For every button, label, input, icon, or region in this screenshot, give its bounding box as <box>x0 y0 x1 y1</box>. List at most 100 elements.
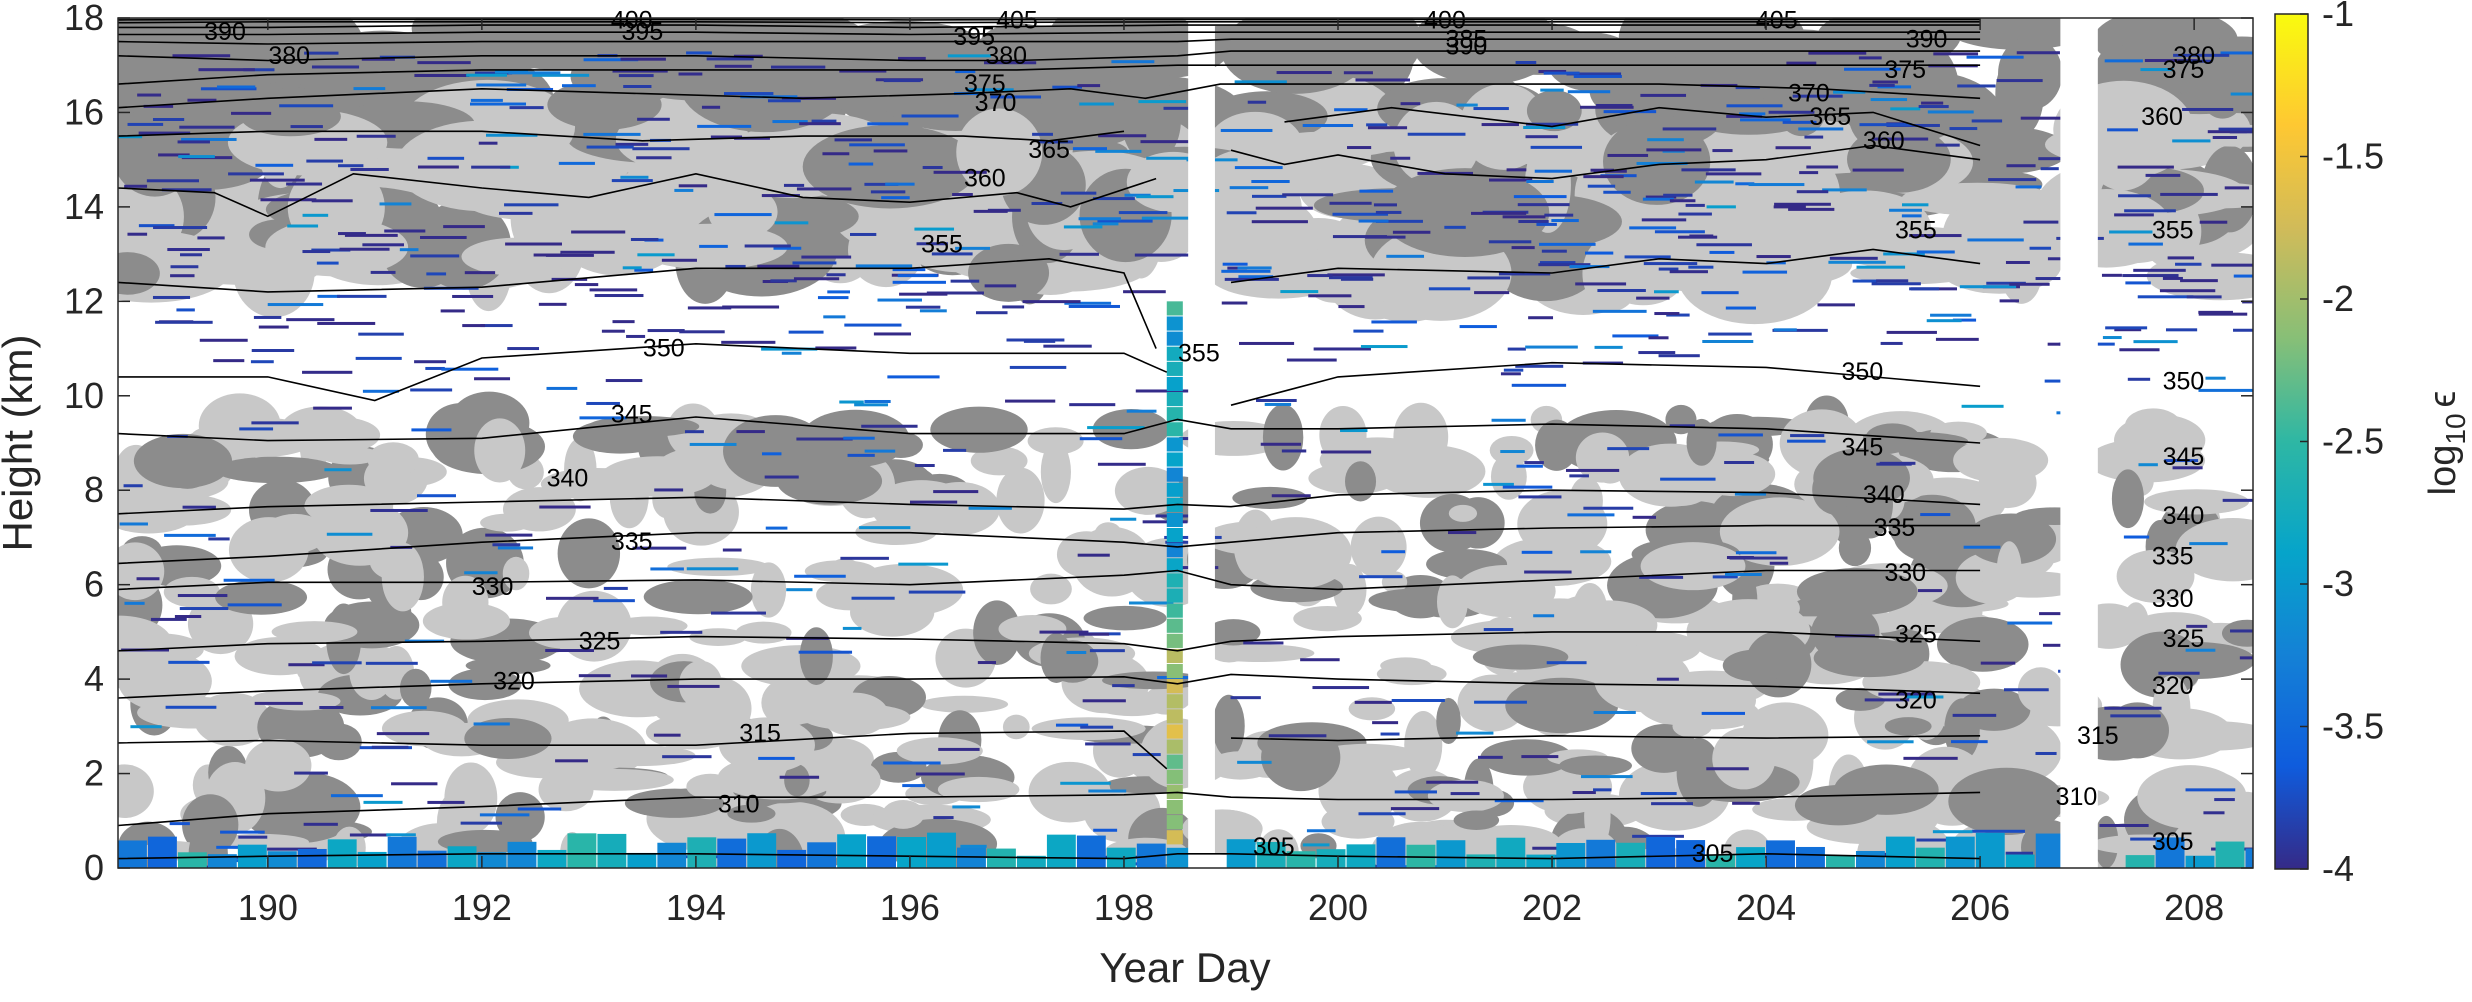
epsilon-cell <box>725 264 746 268</box>
epsilon-cell <box>480 324 513 328</box>
epsilon-cell <box>938 747 980 751</box>
epsilon-cell <box>1063 225 1103 229</box>
cloud-patch <box>1893 509 1976 563</box>
contour-label: 355 <box>1895 217 1937 245</box>
contour-labels: 305 305 305 310 310 315 315 320 320 320 325 325 325 3… <box>204 6 2215 867</box>
cloud-patch <box>1427 779 1504 813</box>
epsilon-cell <box>1593 710 1636 714</box>
epsilon-cell <box>537 849 567 868</box>
epsilon-cell <box>1234 166 1283 170</box>
epsilon-cell <box>441 367 499 371</box>
epsilon-cell <box>353 87 386 91</box>
epsilon-cell <box>1313 347 1371 351</box>
cloud-patch <box>1966 513 2057 565</box>
epsilon-cell <box>892 280 946 284</box>
epsilon-cell <box>1237 266 1272 270</box>
epsilon-cell <box>634 268 654 272</box>
contour-label: 315 <box>2077 722 2119 750</box>
epsilon-cell <box>1329 201 1372 205</box>
epsilon-cell <box>1694 180 1734 184</box>
epsilon-cell <box>2205 376 2226 380</box>
epsilon-cell <box>798 650 853 654</box>
contour-label: 335 <box>2152 542 2194 570</box>
epsilon-cell <box>1093 197 1135 201</box>
epsilon-cell <box>931 252 973 256</box>
y-tick-label: 18 <box>64 0 104 38</box>
epsilon-cell <box>955 246 991 250</box>
cloud-patch <box>611 616 688 636</box>
cloud-patch <box>118 764 154 819</box>
epsilon-cell <box>1788 207 1835 211</box>
epsilon-cell <box>611 179 653 183</box>
epsilon-cell <box>1928 64 1978 68</box>
epsilon-cell <box>2005 260 2030 264</box>
cloud-patch <box>1207 751 1273 780</box>
epsilon-cell <box>1663 193 1693 197</box>
cloud-patch <box>137 494 232 526</box>
epsilon-cell <box>736 430 765 434</box>
epsilon-cell <box>1629 226 1677 230</box>
cloud-patch <box>1203 644 1315 663</box>
epsilon-cell <box>955 70 976 74</box>
epsilon-cell <box>1712 149 1733 153</box>
epsilon-cell <box>883 761 941 765</box>
epsilon-cell <box>1879 461 1916 465</box>
epsilon-cell <box>2040 167 2059 171</box>
epsilon-cell <box>905 305 941 309</box>
epsilon-cell <box>770 279 797 283</box>
colorbar-title-sub: 10 <box>2440 413 2471 444</box>
contour-label: 375 <box>1884 56 1926 84</box>
epsilon-cell <box>551 277 588 281</box>
contour-label: 305 <box>1253 833 1295 861</box>
epsilon-cell <box>1373 203 1397 207</box>
epsilon-cell <box>387 836 417 868</box>
cloud-patch <box>1453 810 1500 831</box>
cloud-patch <box>381 542 424 612</box>
epsilon-cell <box>2110 714 2161 718</box>
epsilon-cell <box>758 756 795 760</box>
epsilon-cell <box>1466 854 1496 868</box>
cloud-patch <box>1345 461 1377 502</box>
epsilon-cell <box>2220 51 2253 55</box>
epsilon-cell <box>177 852 207 868</box>
colorbar: -1 -1.5 -2 -2.5 -3 -3.5 -4 log10 ϵ <box>2274 0 2471 889</box>
cloud-patch <box>663 457 690 510</box>
epsilon-cell <box>1068 304 1120 308</box>
epsilon-cell <box>1166 361 1183 376</box>
epsilon-cell <box>1355 78 1410 82</box>
epsilon-cell <box>952 193 973 197</box>
epsilon-cell <box>1641 218 1687 222</box>
colorbar-tick-label: -1 <box>2322 0 2354 34</box>
epsilon-cell <box>2119 348 2160 352</box>
epsilon-cell <box>136 577 160 581</box>
epsilon-cell <box>505 242 562 246</box>
epsilon-cell <box>583 132 641 136</box>
epsilon-cell <box>783 183 805 187</box>
epsilon-cell <box>1089 649 1125 653</box>
epsilon-cell <box>2006 164 2036 168</box>
epsilon-cell <box>390 545 413 549</box>
x-tick-label: 190 <box>238 887 298 928</box>
colorbar-tick-label: -3 <box>2322 563 2354 604</box>
cloud-patch <box>1796 567 1918 616</box>
epsilon-cell <box>399 248 419 252</box>
contour-label: 385 <box>1446 25 1488 53</box>
epsilon-cell <box>661 258 697 262</box>
epsilon-cell <box>1756 255 1791 259</box>
epsilon-cell <box>220 830 265 834</box>
epsilon-cell <box>632 147 690 151</box>
epsilon-cell <box>578 674 611 678</box>
epsilon-cell <box>1566 72 1622 76</box>
epsilon-cell <box>2035 751 2057 755</box>
epsilon-cell <box>1166 679 1183 694</box>
cloud-patch <box>1948 767 2065 836</box>
epsilon-cell <box>1580 550 1612 554</box>
epsilon-cell <box>485 533 533 537</box>
epsilon-cell <box>2122 274 2179 278</box>
epsilon-cell <box>1005 399 1056 403</box>
epsilon-cell <box>1878 692 1935 696</box>
colorbar-tick-label: -3.5 <box>2322 706 2384 747</box>
cloud-patch <box>1490 453 1527 500</box>
cloud-patch <box>118 107 199 197</box>
